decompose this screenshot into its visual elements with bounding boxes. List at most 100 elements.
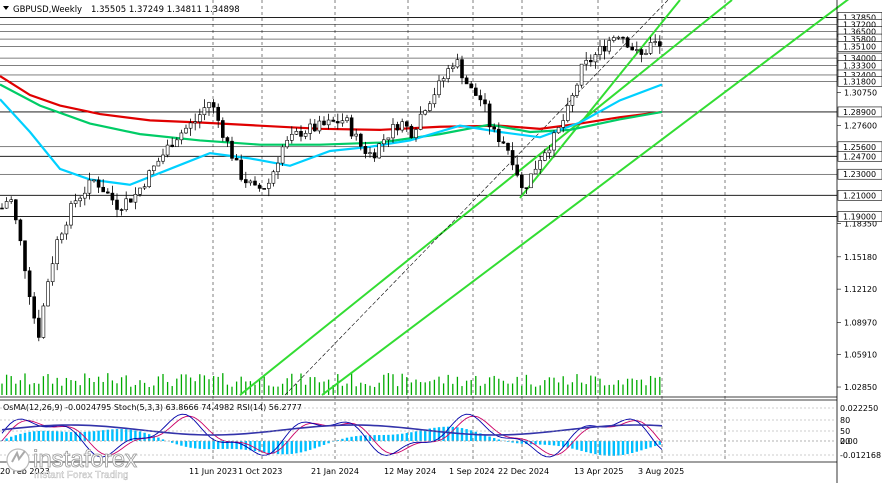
candle <box>570 92 575 113</box>
candle <box>221 117 225 142</box>
candle <box>257 182 262 192</box>
date-tick-label: 1 Sep 2024 <box>449 467 495 476</box>
candle <box>657 35 662 54</box>
candle <box>225 136 230 147</box>
candle <box>607 36 612 55</box>
price-tick-label: 1.15180 <box>844 253 877 262</box>
candle <box>414 127 418 142</box>
price-tick-label: 1.27600 <box>844 122 877 131</box>
candle <box>124 191 128 212</box>
candle <box>198 108 202 129</box>
candle <box>41 303 46 339</box>
candle <box>119 208 124 216</box>
svg-text:1.35100: 1.35100 <box>843 42 876 51</box>
candle <box>368 147 372 158</box>
candle <box>175 137 179 147</box>
candle <box>510 142 515 171</box>
candle <box>469 81 474 89</box>
candle <box>326 113 331 130</box>
candle <box>207 101 211 116</box>
candle <box>529 173 533 189</box>
candle <box>36 309 41 342</box>
candle <box>239 154 243 182</box>
candle <box>138 187 142 197</box>
candle <box>473 83 478 96</box>
candle <box>152 165 156 175</box>
price-level-tag: 1.24700 <box>837 150 882 162</box>
candle <box>483 93 487 112</box>
date-tick-label: 20 Feb 2023 <box>0 467 50 476</box>
price-level-tag: 1.33300 <box>837 60 882 71</box>
candle <box>418 106 423 131</box>
candle <box>460 55 464 85</box>
candle <box>78 196 82 208</box>
candle <box>561 114 566 133</box>
candle <box>354 128 359 141</box>
candle <box>340 113 345 127</box>
indicator-tick-label: 0.022250 <box>840 404 878 413</box>
candle <box>303 130 308 140</box>
candle <box>101 179 105 193</box>
svg-text:1.28900: 1.28900 <box>843 108 876 117</box>
candle <box>289 126 294 144</box>
candle <box>506 142 510 155</box>
candle <box>515 156 520 178</box>
date-tick-label: 12 May 2024 <box>384 467 436 476</box>
candle <box>621 36 625 44</box>
candle <box>234 153 239 161</box>
indicator-tick-label: 80 <box>840 416 850 425</box>
candle <box>55 236 60 271</box>
candle <box>464 75 469 85</box>
candle <box>639 48 644 63</box>
symbol-label: GBPUSD,Weekly <box>13 5 82 15</box>
svg-text:1.37850: 1.37850 <box>843 13 876 22</box>
candle <box>335 113 340 130</box>
menu-arrow-icon[interactable] <box>3 6 9 10</box>
candle <box>92 179 96 183</box>
candle <box>381 134 386 152</box>
candle <box>216 103 220 128</box>
candle <box>248 179 253 186</box>
svg-text:1.23000: 1.23000 <box>843 170 876 179</box>
candle <box>441 76 446 88</box>
indicator-tick-label: 20 <box>840 437 850 446</box>
candle <box>202 99 207 121</box>
candle <box>96 176 101 194</box>
price-level-tag: 1.19000 <box>837 211 882 222</box>
date-tick-label: 11 Jun 2023 <box>189 467 237 476</box>
candle <box>165 139 170 158</box>
candle <box>501 136 506 144</box>
candle <box>404 120 409 132</box>
candle <box>616 35 621 40</box>
candle <box>556 127 561 134</box>
price-level-tag: 1.25600 <box>837 141 882 153</box>
svg-text:1.19000: 1.19000 <box>843 212 876 221</box>
channel-line <box>239 0 733 396</box>
candle <box>611 35 616 43</box>
candle <box>161 148 165 165</box>
candle <box>73 193 78 208</box>
svg-text:1.36500: 1.36500 <box>843 28 876 37</box>
candle <box>280 144 285 167</box>
candle <box>533 160 538 175</box>
date-tick-label: 22 Dec 2024 <box>498 467 549 476</box>
candle <box>4 197 9 209</box>
candle <box>285 136 290 149</box>
price-levels <box>0 16 837 217</box>
candle <box>299 125 303 142</box>
candle <box>59 232 64 244</box>
candle <box>377 142 382 159</box>
candle <box>524 187 529 195</box>
price-level-tag: 1.23000 <box>837 168 882 180</box>
price-tick-label: 1.05910 <box>844 351 877 360</box>
candle <box>602 39 607 60</box>
candle <box>644 49 648 56</box>
candle <box>653 34 658 46</box>
price-level-tag: 1.21000 <box>837 190 882 201</box>
candle <box>358 132 363 151</box>
candle <box>519 171 524 195</box>
candle <box>363 141 368 159</box>
candle <box>184 124 188 134</box>
candle <box>142 183 147 190</box>
